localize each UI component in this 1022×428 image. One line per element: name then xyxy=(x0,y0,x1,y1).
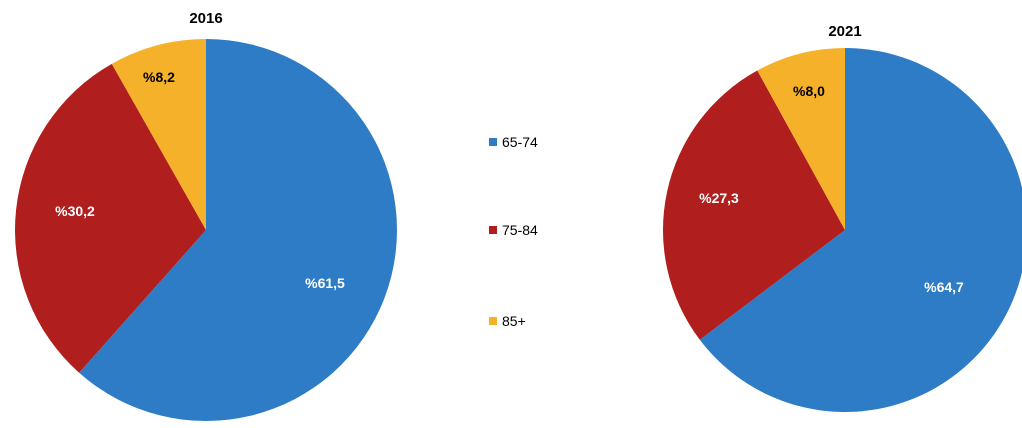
legend-swatch-65-74 xyxy=(489,138,497,146)
pie-slice-65-74 xyxy=(79,39,398,421)
chart-title-2021: 2021 xyxy=(828,23,861,40)
slice-label-75-84: %27,3 xyxy=(699,190,739,206)
legend-item-75-84: 75-84 xyxy=(489,222,538,238)
pie-chart-2021: 2021 %64,7 %27,3 %8,0 xyxy=(662,23,1022,412)
pie-slice-65-74 xyxy=(699,48,1022,412)
pie-chart-2016: 2016 %61,5 %30,2 %8,2 xyxy=(14,10,398,421)
pie-slice-85-plus xyxy=(757,48,845,230)
pie-slice-75-84 xyxy=(14,63,207,373)
legend-swatch-75-84 xyxy=(489,226,497,234)
slice-label-65-74: %64,7 xyxy=(924,279,964,295)
slice-label-75-84: %30,2 xyxy=(55,203,95,219)
slice-label-85-plus: %8,0 xyxy=(793,83,825,99)
legend-item-85-plus: 85+ xyxy=(489,313,526,329)
legend: 65-74 75-84 85+ xyxy=(489,134,538,329)
legend-label-65-74: 65-74 xyxy=(502,134,538,150)
pie-slice-85-plus xyxy=(111,39,206,230)
legend-label-75-84: 75-84 xyxy=(502,222,538,238)
slice-label-65-74: %61,5 xyxy=(305,275,345,291)
chart-title-2016: 2016 xyxy=(189,10,222,27)
legend-label-85-plus: 85+ xyxy=(502,313,526,329)
pie-slice-75-84 xyxy=(662,70,845,340)
legend-swatch-85-plus xyxy=(489,317,497,325)
slice-label-85-plus: %8,2 xyxy=(143,69,175,85)
legend-item-65-74: 65-74 xyxy=(489,134,538,150)
